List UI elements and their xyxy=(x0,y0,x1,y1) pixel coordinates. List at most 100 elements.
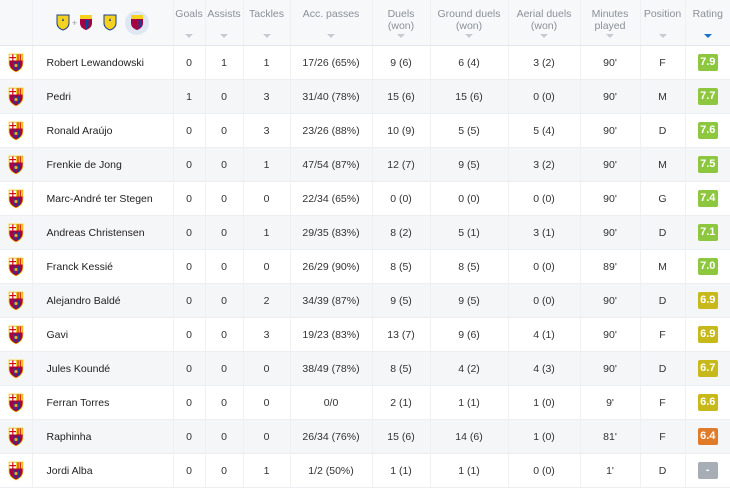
player-name[interactable]: Jordi Alba xyxy=(31,453,173,488)
column-label-line1: Minutes xyxy=(591,8,629,20)
player-name[interactable]: Ronald Araújo xyxy=(31,113,173,148)
goals-cell: 0 xyxy=(172,181,205,216)
header-spacer xyxy=(0,0,32,46)
table-row[interactable]: Marc-André ter Stegen 0 0 0 22/34 (65%) … xyxy=(0,181,730,216)
rating-cell: 7.4 xyxy=(684,181,730,216)
column-header-goals[interactable]: Goals xyxy=(172,0,205,46)
table-row[interactable]: Jules Koundé 0 0 0 38/49 (78%) 8 (5) 4 (… xyxy=(0,351,730,386)
goals-cell: 0 xyxy=(172,385,205,420)
column-header-aerial-duels[interactable]: Aerial duels (won) xyxy=(507,0,580,46)
ground-duels-cell: 6 (4) xyxy=(429,45,508,80)
duels-cell: 9 (5) xyxy=(371,283,430,318)
table-row[interactable]: Gavi 0 0 3 19/23 (83%) 13 (7) 9 (6) 4 (1… xyxy=(0,317,730,352)
table-row[interactable]: Frenkie de Jong 0 0 1 47/54 (87%) 12 (7)… xyxy=(0,147,730,182)
ground-duels-cell: 5 (1) xyxy=(429,215,508,250)
barcelona-crest-icon xyxy=(8,427,24,446)
team-a-toggle[interactable] xyxy=(103,14,117,31)
sort-arrow-icon xyxy=(262,34,271,38)
goals-cell: 0 xyxy=(172,215,205,250)
player-name[interactable]: Marc-André ter Stegen xyxy=(31,181,173,216)
goals-cell: 0 xyxy=(172,45,205,80)
position-cell: D xyxy=(639,351,685,386)
column-header-position[interactable]: Position xyxy=(639,0,685,46)
ground-duels-cell: 9 (6) xyxy=(429,317,508,352)
table-row[interactable]: Franck Kessié 0 0 0 26/29 (90%) 8 (5) 8 … xyxy=(0,249,730,284)
table-row[interactable]: Andreas Christensen 0 0 1 29/35 (83%) 8 … xyxy=(0,215,730,250)
player-name[interactable]: Pedri xyxy=(31,79,173,114)
goals-cell: 0 xyxy=(172,419,205,454)
team-selector: + xyxy=(31,0,173,46)
crest-cell xyxy=(0,385,32,420)
rating-badge: 7.1 xyxy=(697,224,718,241)
assists-cell: 0 xyxy=(204,249,243,284)
player-name[interactable]: Franck Kessié xyxy=(31,249,173,284)
assists-cell: 0 xyxy=(204,351,243,386)
minutes-played-cell: 90' xyxy=(579,317,640,352)
player-name[interactable]: Andreas Christensen xyxy=(31,215,173,250)
ground-duels-cell: 8 (5) xyxy=(429,249,508,284)
table-row[interactable]: Ferran Torres 0 0 0 0/0 2 (1) 1 (1) 1 (0… xyxy=(0,385,730,420)
crest-cell xyxy=(0,453,32,488)
rating-cell: 7.0 xyxy=(684,249,730,284)
position-cell: M xyxy=(639,147,685,182)
goals-cell: 0 xyxy=(172,351,205,386)
position-cell: D xyxy=(639,283,685,318)
column-header-tackles[interactable]: Tackles xyxy=(242,0,290,46)
minutes-played-cell: 90' xyxy=(579,351,640,386)
assists-cell: 0 xyxy=(204,419,243,454)
aerial-duels-cell: 1 (0) xyxy=(507,419,580,454)
barcelona-crest-icon xyxy=(8,121,24,140)
position-cell: F xyxy=(639,317,685,352)
tackles-cell: 0 xyxy=(242,385,290,420)
table-row[interactable]: Pedri 1 0 3 31/40 (78%) 15 (6) 15 (6) 0 … xyxy=(0,79,730,114)
sort-arrow-icon xyxy=(327,34,335,38)
tackles-cell: 1 xyxy=(242,453,290,488)
position-cell: D xyxy=(639,453,685,488)
rating-cell: 6.7 xyxy=(684,351,730,386)
goals-cell: 0 xyxy=(172,249,205,284)
table-row[interactable]: Alejandro Baldé 0 0 2 34/39 (87%) 9 (5) … xyxy=(0,283,730,318)
player-name[interactable]: Gavi xyxy=(31,317,173,352)
sort-arrow-icon xyxy=(465,34,473,38)
team-b-toggle-selected[interactable] xyxy=(125,10,150,35)
rating-badge: 6.7 xyxy=(697,360,718,377)
assists-cell: 0 xyxy=(204,79,243,114)
table-row[interactable]: Jordi Alba 0 0 1 1/2 (50%) 1 (1) 1 (1) 0… xyxy=(0,453,730,488)
table-row[interactable]: Raphinha 0 0 0 26/34 (76%) 15 (6) 14 (6)… xyxy=(0,419,730,454)
player-name[interactable]: Ferran Torres xyxy=(31,385,173,420)
player-name[interactable]: Robert Lewandowski xyxy=(31,45,173,80)
player-name[interactable]: Alejandro Baldé xyxy=(31,283,173,318)
player-name[interactable]: Frenkie de Jong xyxy=(31,147,173,182)
player-name[interactable]: Jules Koundé xyxy=(31,351,173,386)
column-header-minutes-played[interactable]: Minutes played xyxy=(579,0,640,46)
table-row[interactable]: Robert Lewandowski 0 1 1 17/26 (65%) 9 (… xyxy=(0,45,730,80)
aerial-duels-cell: 3 (1) xyxy=(507,215,580,250)
tackles-cell: 0 xyxy=(242,181,290,216)
rating-cell: - xyxy=(684,453,730,488)
position-cell: F xyxy=(639,45,685,80)
minutes-played-cell: 9' xyxy=(579,385,640,420)
barcelona-crest-icon xyxy=(8,53,24,72)
column-header-assists[interactable]: Assists xyxy=(204,0,243,46)
column-header-acc-passes[interactable]: Acc. passes xyxy=(289,0,372,46)
player-name[interactable]: Raphinha xyxy=(31,419,173,454)
acc-passes-cell: 38/49 (78%) xyxy=(289,351,372,386)
tackles-cell: 3 xyxy=(242,317,290,352)
column-header-duels[interactable]: Duels (won) xyxy=(371,0,430,46)
column-label-line2: (won) xyxy=(530,20,558,32)
aerial-duels-cell: 3 (2) xyxy=(507,147,580,182)
tackles-cell: 1 xyxy=(242,215,290,250)
rating-cell: 6.4 xyxy=(684,419,730,454)
column-header-ground-duels[interactable]: Ground duels (won) xyxy=(429,0,508,46)
column-header-rating[interactable]: Rating xyxy=(684,0,730,46)
table-row[interactable]: Ronald Araújo 0 0 3 23/26 (88%) 10 (9) 5… xyxy=(0,113,730,148)
crest-cell xyxy=(0,181,32,216)
column-label: Tackles xyxy=(248,8,284,20)
ground-duels-cell: 15 (6) xyxy=(429,79,508,114)
match-both-teams-toggle[interactable]: + xyxy=(56,14,93,31)
tackles-cell: 1 xyxy=(242,147,290,182)
villarreal-crest-icon xyxy=(103,14,117,31)
assists-cell: 0 xyxy=(204,113,243,148)
crest-cell xyxy=(0,351,32,386)
barcelona-crest-icon xyxy=(131,15,144,30)
